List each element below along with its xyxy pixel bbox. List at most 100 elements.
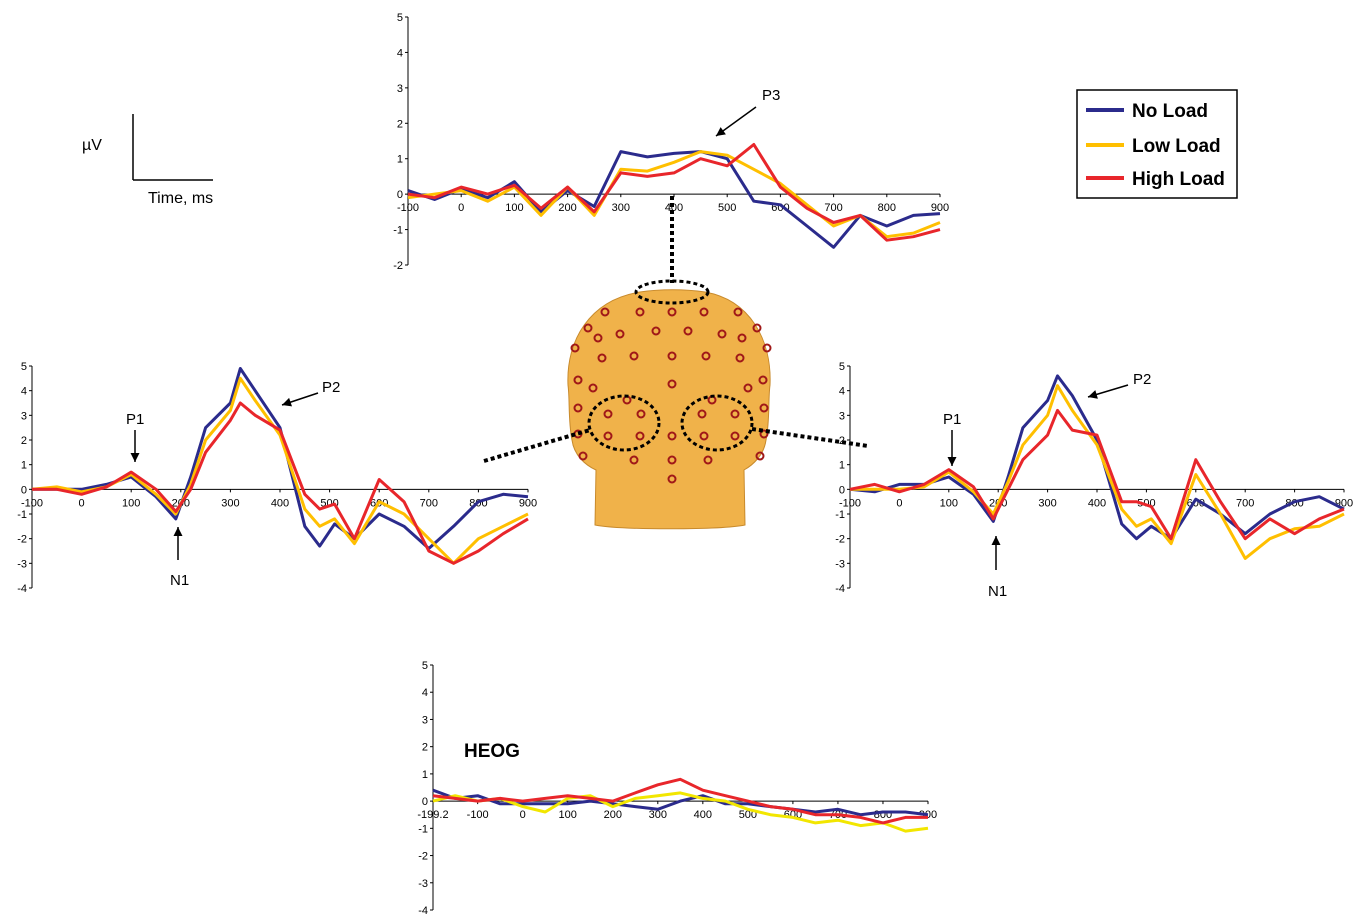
y-tick-label: 0 — [21, 484, 27, 496]
electrode-marker — [730, 409, 740, 419]
heog-title: HEOG — [464, 741, 520, 762]
x-tick-label: 300 — [1038, 497, 1056, 509]
annotation-arrowhead — [130, 453, 140, 462]
connector-right — [751, 427, 869, 448]
electrode-marker — [603, 431, 613, 441]
series-line-low-load — [432, 791, 929, 833]
electrode-marker — [583, 323, 593, 333]
roi-left — [587, 394, 661, 452]
y-tick-label: -2 — [393, 260, 403, 272]
electrode-marker — [636, 409, 646, 419]
x-tick-label: 500 — [739, 809, 757, 821]
head-shape — [567, 289, 771, 530]
x-tick-label: 400 — [665, 202, 683, 214]
annotation-n1: N1 — [170, 572, 189, 589]
y-tick-label: 4 — [422, 687, 428, 699]
electrode-marker — [597, 353, 607, 363]
electrode-marker — [578, 451, 588, 461]
annotation-p1: P1 — [943, 411, 961, 428]
x-tick-label: 900 — [931, 202, 949, 214]
y-tick-label: 2 — [21, 435, 27, 447]
x-tick-label: 0 — [520, 809, 526, 821]
annotation-arrowhead — [947, 457, 957, 466]
y-tick-label: 4 — [839, 386, 845, 398]
electrode-marker — [701, 351, 711, 361]
legend-label-no-load: No Load — [1132, 101, 1208, 122]
x-tick-label: -199.2 — [417, 809, 448, 821]
electrode-marker — [758, 375, 768, 385]
electrode-marker — [759, 403, 769, 413]
annotation-p1: P1 — [126, 411, 144, 428]
x-tick-label: 100 — [559, 809, 577, 821]
x-tick-label: 300 — [221, 497, 239, 509]
electrode-marker — [603, 409, 613, 419]
y-tick-label: 3 — [422, 714, 428, 726]
electrode-marker — [667, 455, 677, 465]
y-tick-label: 5 — [21, 361, 27, 373]
series-line-high-load — [407, 143, 941, 242]
electrode-marker — [573, 403, 583, 413]
roi-frontal — [634, 279, 710, 305]
x-tick-label: 700 — [824, 202, 842, 214]
electrode-marker — [667, 431, 677, 441]
y-tick-label: 1 — [422, 769, 428, 781]
y-tick-label: 4 — [21, 386, 27, 398]
y-tick-label: 3 — [397, 83, 403, 95]
electrode-marker — [651, 326, 661, 336]
annotation-p2: P2 — [1133, 371, 1151, 388]
series-line-high-load — [849, 408, 1345, 541]
series-line-high-load — [432, 777, 928, 825]
electrode-marker — [667, 307, 677, 317]
electrode-marker — [635, 307, 645, 317]
y-tick-label: -4 — [418, 905, 428, 914]
x-tick-label: 900 — [519, 497, 537, 509]
series-line-no-load — [32, 367, 529, 550]
y-tick-label: 3 — [21, 410, 27, 422]
series-line-low-load — [31, 376, 529, 565]
y-tick-label: 2 — [422, 742, 428, 754]
scale-ylabel: µV — [82, 137, 102, 154]
x-tick-label: -100 — [839, 497, 861, 509]
electrode-marker — [615, 329, 625, 339]
electrode-marker — [593, 333, 603, 343]
x-tick-label: 300 — [649, 809, 667, 821]
y-tick-label: -3 — [835, 558, 845, 570]
legend-label-low-load: Low Load — [1132, 136, 1221, 157]
electrode-marker — [762, 343, 772, 353]
y-tick-label: -4 — [835, 583, 845, 595]
electrode-marker — [699, 431, 709, 441]
electrode-marker — [730, 431, 740, 441]
electrode-marker — [752, 323, 762, 333]
electrode-marker — [570, 343, 580, 353]
x-tick-label: 100 — [940, 497, 958, 509]
scale-xlabel: Time, ms — [148, 190, 213, 207]
chart-heog: 5 4 3 2 1 0 -1 -2 -3 -4 -199.2 -100 0 100 200 300 400 500… — [417, 660, 937, 914]
head-diagram — [483, 196, 869, 530]
electrode-marker — [629, 455, 639, 465]
y-tick-label: -4 — [17, 583, 27, 595]
y-tick-label: 5 — [839, 361, 845, 373]
x-tick-label: 200 — [558, 202, 576, 214]
electrode-marker — [733, 307, 743, 317]
electrode-marker — [683, 326, 693, 336]
electrode-marker — [737, 333, 747, 343]
series-line-low-load — [850, 384, 1345, 560]
y-tick-label: 5 — [397, 12, 403, 24]
annotation-p3: P3 — [762, 87, 780, 104]
x-tick-label: -100 — [397, 202, 419, 214]
x-tick-label: 800 — [878, 202, 896, 214]
y-tick-label: -1 — [835, 509, 845, 521]
electrode-array — [570, 307, 772, 484]
annotation-n1: N1 — [988, 583, 1007, 600]
x-tick-label: 700 — [1236, 497, 1254, 509]
x-tick-label: 500 — [718, 202, 736, 214]
electrode-marker — [573, 375, 583, 385]
y-tick-label: 0 — [839, 484, 845, 496]
x-tick-label: 400 — [1088, 497, 1106, 509]
x-tick-label: 100 — [505, 202, 523, 214]
electrode-marker — [735, 353, 745, 363]
legend: No Load Low Load High Load — [1076, 89, 1238, 199]
x-tick-label: 300 — [612, 202, 630, 214]
